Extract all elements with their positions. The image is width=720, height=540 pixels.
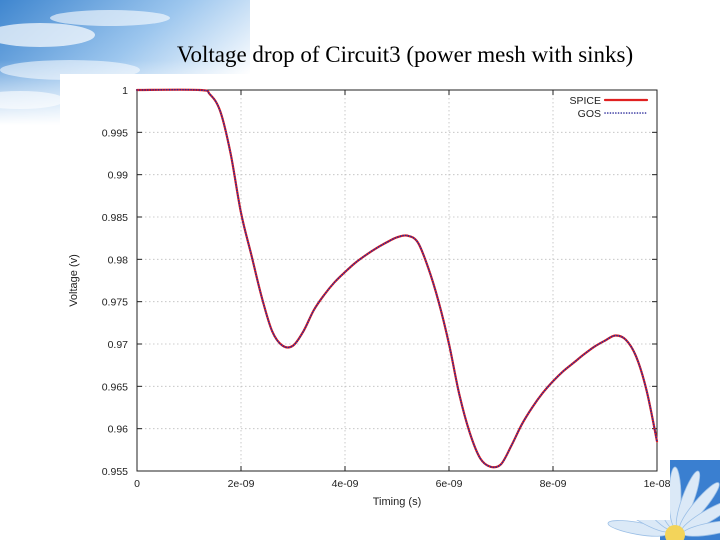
y-tick-label: 0.955 — [102, 466, 128, 478]
x-tick-label: 8e-09 — [540, 478, 567, 490]
y-tick-label: 0.96 — [108, 424, 129, 436]
x-tick-label: 2e-09 — [228, 478, 255, 490]
chart-panel: 0.955 0.96 0.965 0.97 0.975 0.98 0.985 0.99 0.99… — [60, 74, 670, 520]
x-axis-label: Timing (s) — [373, 496, 421, 508]
y-tick-label: 0.99 — [108, 170, 129, 182]
series-lines — [135, 88, 659, 469]
series-line-gos — [136, 88, 658, 469]
y-tick-label: 1 — [122, 85, 128, 97]
x-tick-label: 0 — [134, 478, 140, 490]
y-tick-label: 0.975 — [102, 297, 128, 309]
axis-ticks: 0.955 0.96 0.965 0.97 0.975 0.98 0.985 0.99 0.99… — [102, 85, 670, 490]
x-tick-label: 6e-09 — [436, 478, 463, 490]
grid-lines — [136, 89, 658, 472]
y-tick-label: 0.965 — [102, 381, 128, 393]
plot-frame — [136, 89, 658, 472]
series-line-spice — [135, 88, 659, 469]
voltage-drop-chart: 0.955 0.96 0.965 0.97 0.975 0.98 0.985 0.99 0.99… — [68, 85, 670, 508]
legend-label-gos: GOS — [578, 108, 601, 120]
chart-legend: SPICE GOS — [569, 95, 649, 120]
y-tick-label: 0.97 — [108, 339, 129, 351]
x-tick-label: 1e-08 — [644, 478, 670, 490]
y-tick-label: 0.98 — [108, 254, 129, 266]
slide-title: Voltage drop of Circuit3 (power mesh wit… — [176, 42, 634, 67]
y-axis-label: Voltage (v) — [68, 254, 80, 307]
x-tick-label: 4e-09 — [332, 478, 359, 490]
legend-label-spice: SPICE — [569, 95, 601, 107]
y-tick-label: 0.995 — [102, 127, 128, 139]
y-tick-label: 0.985 — [102, 212, 128, 224]
